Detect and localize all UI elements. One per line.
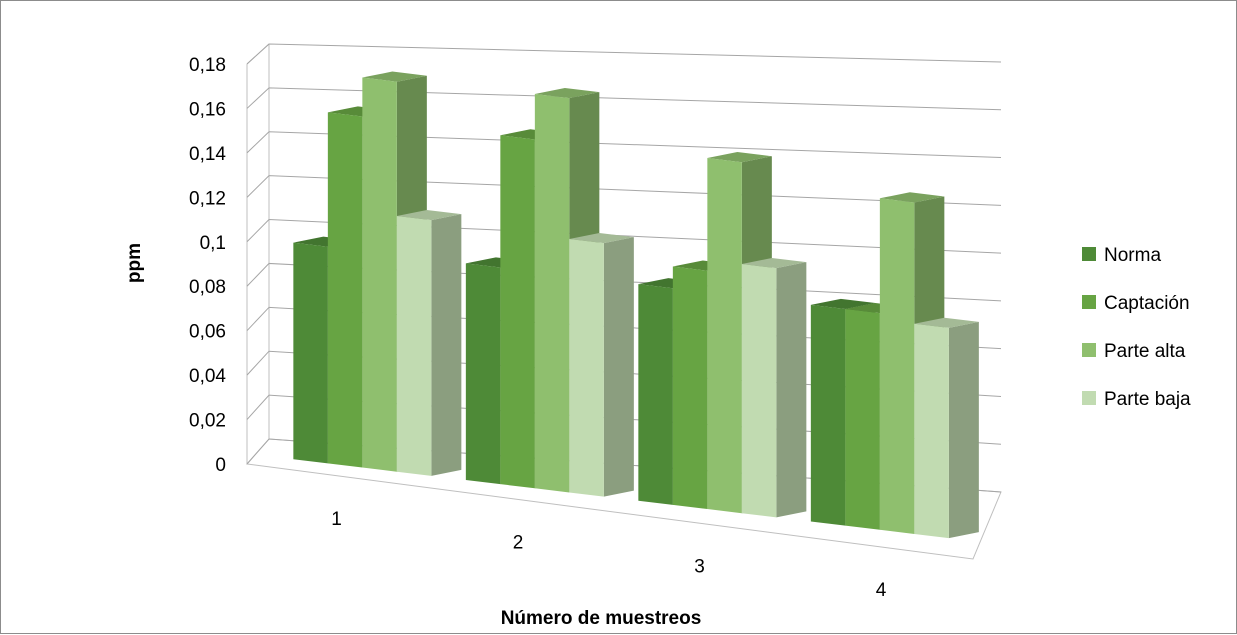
bar-front-face <box>638 284 673 505</box>
bar-top-face <box>396 210 462 221</box>
bar-front-face <box>534 93 570 493</box>
y-tick-label: 0,04 <box>189 366 226 387</box>
bar <box>914 317 979 539</box>
bar-front-face <box>672 266 708 510</box>
legend-item: Norma <box>1082 245 1161 266</box>
bar <box>741 258 807 518</box>
gridline <box>246 87 1002 111</box>
legend-label: Norma <box>1104 245 1161 266</box>
legend-item: Parte alta <box>1082 341 1186 362</box>
legend: Norma Captación Parte alta Parte baja <box>1082 245 1191 410</box>
bar-top-face <box>741 258 807 269</box>
bar-front-face <box>707 158 742 514</box>
bar-top-face <box>362 71 427 82</box>
x-tick-label: 4 <box>876 580 887 601</box>
legend-swatch <box>1082 391 1096 405</box>
bar-top-face <box>879 192 945 203</box>
bar-front-face <box>500 135 535 489</box>
y-tick-label: 0,1 <box>200 233 226 254</box>
bar-front-face <box>741 264 777 518</box>
bar-front-face <box>569 238 604 497</box>
bar-front-face <box>465 263 501 485</box>
bar-front-face <box>879 198 915 534</box>
x-tick-label: 1 <box>331 509 342 530</box>
gridline <box>246 131 1002 159</box>
legend-swatch <box>1082 343 1096 357</box>
bar-front-face <box>810 304 846 526</box>
bar-side-face <box>431 214 462 476</box>
y-tick-label: 0,14 <box>189 144 226 165</box>
bar-side-face <box>603 237 634 497</box>
x-tick-label: 3 <box>694 556 705 577</box>
bar-top-face <box>914 317 979 328</box>
bars <box>293 71 979 539</box>
legend-swatch <box>1082 295 1096 309</box>
bar-side-face <box>776 262 807 518</box>
bar <box>396 210 462 476</box>
bar-top-face <box>810 298 876 309</box>
bar-top-face <box>707 152 772 163</box>
y-tick-label: 0,18 <box>189 55 226 76</box>
y-tick-labels: 0 0,02 0,04 0,06 0,08 0,1 0,12 0,14 0,16 0,18 <box>189 55 226 476</box>
y-tick-label: 0,06 <box>189 322 226 343</box>
y-tick-label: 0,16 <box>189 99 226 120</box>
x-tick-label: 2 <box>513 533 524 554</box>
legend-label: Parte alta <box>1104 341 1186 362</box>
bar-front-face <box>396 216 432 476</box>
bar-front-face <box>845 308 880 530</box>
legend-label: Captación <box>1104 293 1190 314</box>
legend-item: Captación <box>1082 293 1190 314</box>
y-tick-label: 0,08 <box>189 277 226 298</box>
bar-top-face <box>534 87 600 99</box>
legend-item: Parte baja <box>1082 389 1191 410</box>
legend-swatch <box>1082 247 1096 261</box>
x-tick-labels: 1 2 3 4 <box>331 509 887 601</box>
y-tick-label: 0,12 <box>189 188 226 209</box>
bar-top-face <box>569 232 634 244</box>
y-axis-title: ppm <box>124 243 145 283</box>
bar-front-face <box>327 112 363 468</box>
gridline <box>246 43 1002 65</box>
legend-label: Parte baja <box>1104 389 1191 410</box>
x-axis-title: Número de muestreos <box>501 608 702 629</box>
y-tick-label: 0 <box>215 455 226 476</box>
bar <box>569 232 634 497</box>
bar-side-face <box>948 321 979 539</box>
bar-front-face <box>293 242 328 464</box>
bar-front-face <box>362 77 397 472</box>
y-tick-label: 0,02 <box>189 411 226 432</box>
bar-front-face <box>914 323 949 539</box>
